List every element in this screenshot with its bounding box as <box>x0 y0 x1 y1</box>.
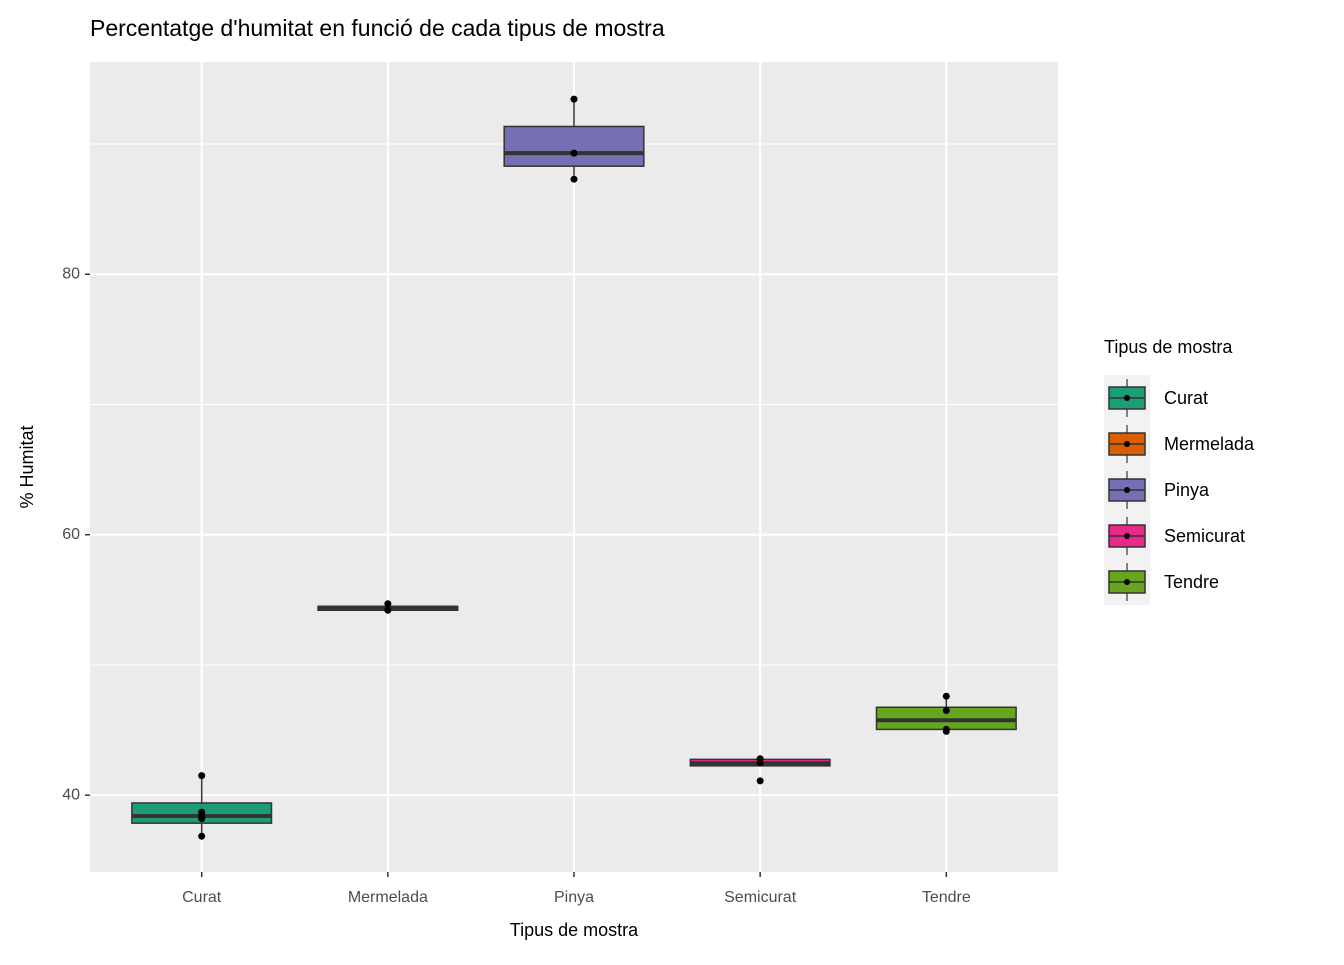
point <box>570 175 578 183</box>
x-tick-label: Mermelada <box>348 889 428 906</box>
x-tick-label: Pinya <box>554 889 594 906</box>
legend-label: Mermelada <box>1164 434 1255 454</box>
x-tick-label: Curat <box>182 889 222 906</box>
point <box>942 707 950 715</box>
legend-label: Semicurat <box>1164 526 1245 546</box>
legend-label: Tendre <box>1164 572 1219 592</box>
x-axis-label: Tipus de mostra <box>510 920 639 940</box>
y-tick-label: 60 <box>62 526 80 543</box>
marks <box>131 95 1017 840</box>
legend-label: Curat <box>1164 388 1208 408</box>
legend-key-point <box>1124 487 1130 493</box>
legend: Curat Mermelada Pinya Semicurat Tendre <box>1104 375 1255 605</box>
point <box>198 815 206 823</box>
point <box>942 692 950 700</box>
legend-key-point <box>1124 579 1130 585</box>
chart-title: Percentatge d'humitat en funció de cada … <box>90 15 665 41</box>
legend-key-point <box>1124 533 1130 539</box>
y-axis-label: % Humitat <box>17 425 37 508</box>
x-tick-label: Tendre <box>922 889 971 906</box>
point <box>384 600 392 608</box>
legend-label: Pinya <box>1164 480 1210 500</box>
legend-title: Tipus de mostra <box>1104 337 1233 357</box>
point <box>198 832 206 840</box>
box <box>503 125 645 167</box>
y-tick-label: 40 <box>62 786 80 803</box>
point <box>942 727 950 735</box>
point <box>198 772 206 780</box>
point <box>570 149 578 157</box>
point <box>570 95 578 103</box>
point <box>384 606 392 614</box>
point <box>756 759 764 767</box>
y-tick-label: 80 <box>62 265 80 282</box>
legend-key-point <box>1124 395 1130 401</box>
x-tick-label: Semicurat <box>724 889 797 906</box>
legend-key-point <box>1124 441 1130 447</box>
point <box>756 777 764 785</box>
